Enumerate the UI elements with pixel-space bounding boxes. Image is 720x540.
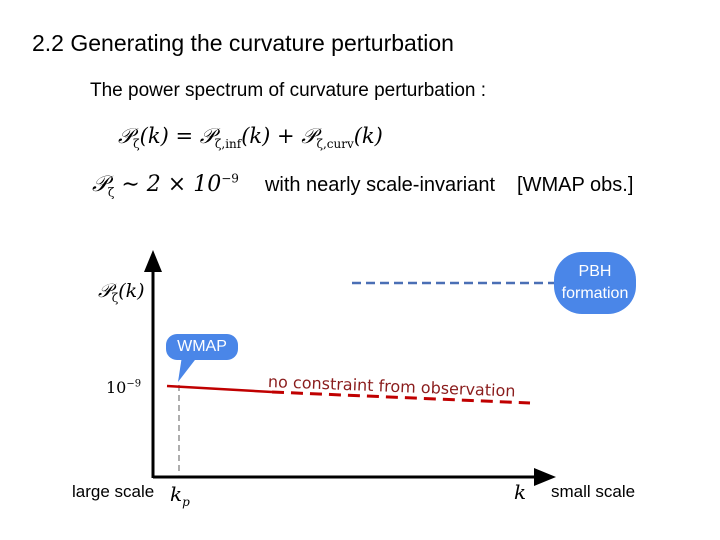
small-scale-label: small scale — [551, 482, 636, 501]
pbh-formation-bubble: PBH formation — [554, 252, 636, 314]
large-scale-label: large scale — [72, 482, 155, 501]
pbh-label-line2: formation — [561, 285, 629, 302]
ylabel-arg: (k) — [118, 280, 145, 302]
kp-k: k — [170, 482, 183, 506]
scale-invariant-note: with nearly scale-invariant — [264, 174, 496, 197]
eq1-p1: 𝒫 — [118, 124, 134, 148]
y-axis-arrowhead — [144, 250, 162, 272]
eq1-p3: 𝒫 — [301, 124, 317, 148]
kp-tick-label: kp — [170, 482, 190, 509]
eq1-arg3: (k) — [353, 124, 383, 148]
eq1-arg2: (k) + — [241, 124, 302, 148]
eq2-exp: −9 — [221, 172, 239, 186]
unconstrained-spectrum-line — [271, 390, 531, 405]
amplitude-equation: 𝒫ζ ∼ 2 × 10−9 — [92, 172, 239, 200]
amplitude-line: 𝒫ζ ∼ 2 × 10−9 with nearly scale-invariant… — [92, 172, 633, 200]
ytick-base: 10 — [106, 378, 127, 397]
eq2-rel: ∼ 2 × 10 — [114, 172, 222, 198]
kp-sub: p — [182, 495, 190, 509]
ylabel-sub: ζ — [111, 290, 119, 305]
eq2-sub: ζ — [107, 185, 115, 200]
wmap-bubble-tail — [178, 356, 198, 382]
pbh-label-line1: PBH — [578, 263, 612, 281]
slide-title: 2.2 Generating the curvature perturbatio… — [32, 30, 454, 56]
x-axis-arrowhead — [534, 468, 556, 486]
wmap-bubble: WMAP — [166, 334, 238, 360]
eq1-sub3: ζ,curv — [316, 137, 354, 152]
ytick-exp: −9 — [126, 378, 142, 390]
slide-subtitle: The power spectrum of curvature perturba… — [90, 80, 487, 101]
eq1-arg1: (k) = — [139, 124, 200, 148]
x-axis-label: k — [514, 480, 527, 504]
wmap-obs-note: [WMAP obs.] — [517, 174, 634, 197]
eq1-p2: 𝒫 — [199, 124, 215, 148]
ylabel-p: 𝒫 — [98, 280, 112, 302]
eq2-p: 𝒫 — [92, 172, 108, 198]
wmap-spectrum-line — [166, 384, 273, 394]
power-spectrum-equation: 𝒫ζ(k) = 𝒫ζ,inf(k) + 𝒫ζ,curv(k) — [118, 124, 383, 151]
eq1-sub2: ζ,inf — [214, 137, 242, 152]
eq1-sub1: ζ — [133, 137, 140, 152]
y-axis-label: 𝒫ζ(k) — [98, 280, 145, 305]
y-tick-label: 10−9 — [106, 378, 141, 397]
